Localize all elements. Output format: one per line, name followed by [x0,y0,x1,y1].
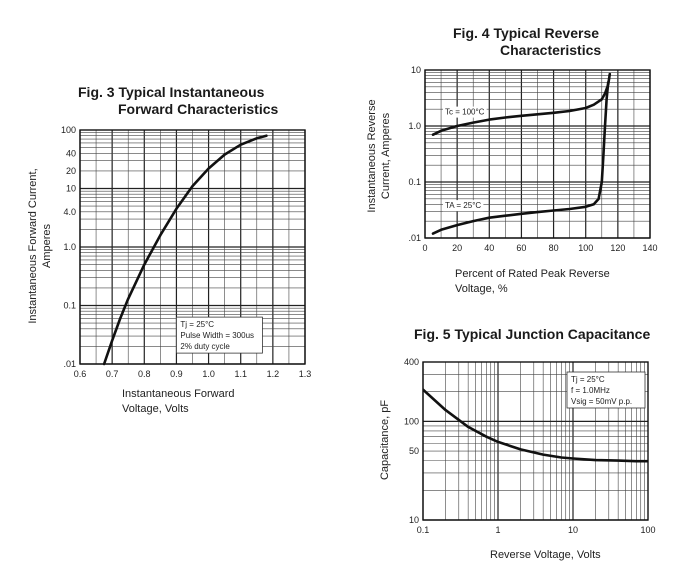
fig5-xtick-label: 10 [568,525,578,535]
fig4-xtick-label: 140 [642,243,657,253]
fig4: Fig. 4 Typical Reverse Characteristics P… [366,25,658,295]
fig4-xtick-label: 0 [422,243,427,253]
fig5: Fig. 5 Typical Junction Capacitance Reve… [379,326,656,561]
fig5-ytick-label: 50 [409,446,419,456]
fig4-xtick-label: 120 [610,243,625,253]
fig3-grid [79,130,306,365]
fig3-ylabel-line1: Instantaneous Forward Current, [27,168,39,323]
fig5-xtick-label: 0.1 [417,525,430,535]
fig4-ytick-label: 0.1 [408,177,421,187]
fig3-xlabel-line1: Instantaneous Forward [122,388,235,400]
fig3-xtick-label: 0.9 [170,369,183,379]
fig4-ylabel-line1: Instantaneous Reverse [366,99,378,212]
fig3-xtick-label: 0.8 [138,369,151,379]
fig3-title-line2: Forward Characteristics [118,101,278,117]
fig5-plot-frame [422,361,649,521]
fig5-xtick-label: 100 [640,525,655,535]
fig3-annotation-box [176,316,263,354]
fig4-grid [424,70,651,239]
fig3-ytick-label: 10 [66,184,76,194]
fig5-ylabel: Capacitance, pF [379,400,391,480]
fig5-ytick-label: 10 [409,515,419,525]
fig5-xtick-label: 1 [495,525,500,535]
fig3-annotation-line: Tj = 25°C [180,320,214,329]
fig4-plot-frame [424,69,651,239]
fig4-title-line1: Fig. 4 Typical Reverse [453,25,599,41]
fig4-xtick-label: 40 [484,243,494,253]
fig4-ytick-label: 10 [411,65,421,75]
fig3-plot-frame [79,129,306,365]
fig4-xtick-label: 100 [578,243,593,253]
fig3-xtick-label: 1.1 [234,369,247,379]
fig3-ytick-label: 20 [66,166,76,176]
fig5-annotation-line: Tj = 25°C [571,375,605,384]
fig5-annotation-box [566,371,646,409]
fig3-xtick-label: 1.2 [267,369,280,379]
fig3-ytick-label: 40 [66,148,76,158]
fig4-series-label-bg [443,200,484,212]
fig4-series-label-1: TA = 25°C [445,201,481,210]
fig3-xlabel-line2: Voltage, Volts [122,403,189,415]
fig3-xtick-label: 0.7 [106,369,119,379]
fig3-xtick-label: 0.6 [74,369,87,379]
fig5-annotation-line: f = 1.0MHz [571,386,610,395]
fig3-ytick-label: .01 [63,359,76,369]
fig3-ytick-label: 1.0 [63,242,76,252]
fig4-series-line-1 [431,81,610,235]
fig5-xlabel: Reverse Voltage, Volts [490,549,601,561]
fig4-ytick-label: .01 [408,233,421,243]
fig4-ytick-label: 1.0 [408,121,421,131]
fig3-ytick-label: 0.1 [63,301,76,311]
fig4-ylabel-line2: Current, Amperes [380,112,392,199]
fig3-ytick-label: 100 [61,125,76,135]
fig4-xtick-label: 60 [516,243,526,253]
fig4-xlabel-line2: Voltage, % [455,283,508,295]
fig5-ytick-label: 400 [404,357,419,367]
fig4-xlabel-line1: Percent of Rated Peak Reverse [455,268,610,280]
fig3-annotation-line: Pulse Width = 300us [180,331,254,340]
fig3-xtick-label: 1.3 [299,369,312,379]
fig3-xtick-label: 1.0 [202,369,215,379]
fig4-xtick-label: 20 [452,243,462,253]
fig3-annotation-line: 2% duty cycle [180,342,230,351]
fig4-series-label-bg [443,106,487,118]
fig3-series-line-0 [102,134,268,366]
fig4-title-line2: Characteristics [500,42,601,58]
fig3: Fig. 3 Typical Instantaneous Forward Cha… [27,84,311,415]
fig5-ytick-label: 100 [404,416,419,426]
fig4-series-line-0 [431,72,612,136]
fig4-series-label-0: Tc = 100°C [445,108,485,117]
fig3-title-line1: Fig. 3 Typical Instantaneous [78,84,265,100]
fig5-annotation-line: Vsig = 50mV p.p. [571,397,632,406]
fig5-title: Fig. 5 Typical Junction Capacitance [414,326,650,342]
fig5-series-line-0 [423,388,648,463]
fig3-ytick-label: 4.0 [63,207,76,217]
fig3-ylabel-line2: Amperes [41,223,53,268]
fig4-xtick-label: 80 [549,243,559,253]
